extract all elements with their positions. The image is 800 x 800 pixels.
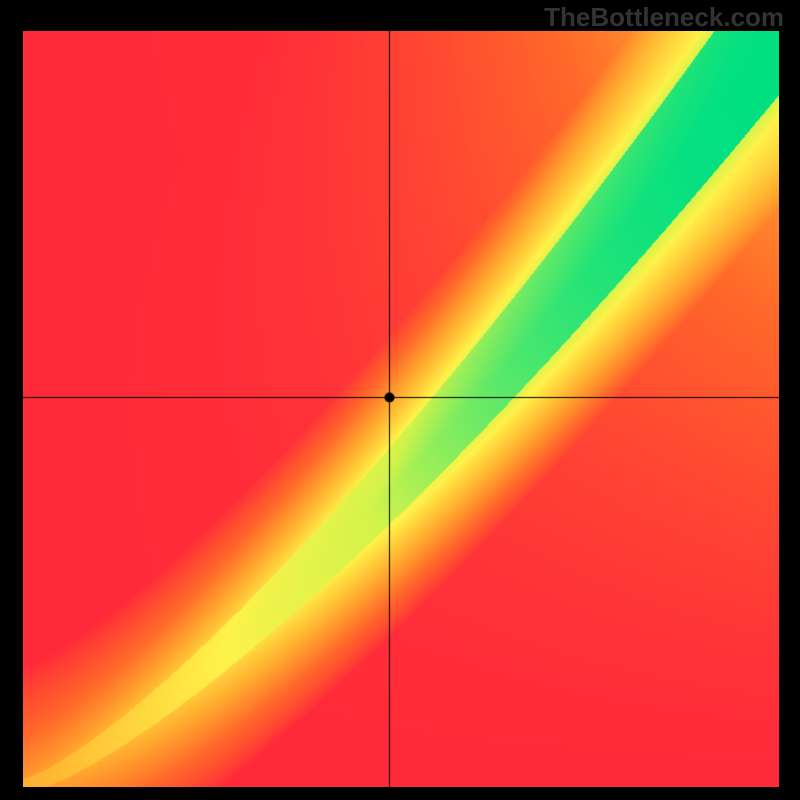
bottleneck-heatmap: [23, 31, 779, 787]
watermark-text: TheBottleneck.com: [544, 2, 784, 33]
chart-container: TheBottleneck.com: [0, 0, 800, 800]
